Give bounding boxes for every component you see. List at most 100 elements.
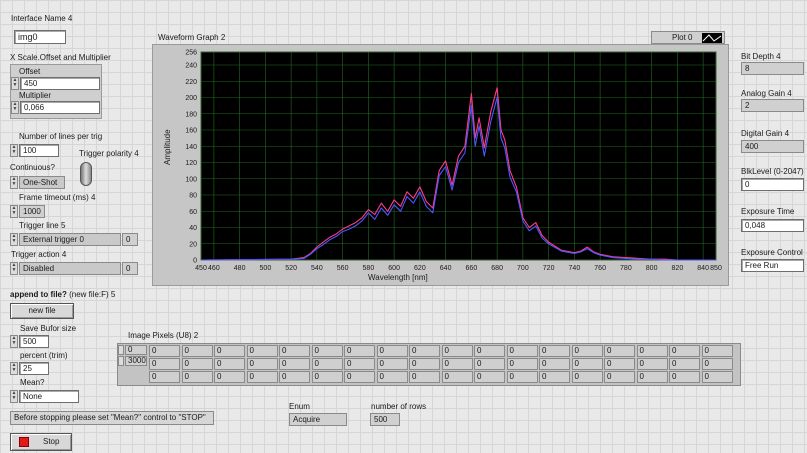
array-cell[interactable]: 0 xyxy=(571,345,603,357)
array-cell[interactable]: 0 xyxy=(669,345,700,357)
array-cell[interactable]: 0 xyxy=(246,371,278,383)
array-cell[interactable]: 0 xyxy=(311,358,343,370)
x-tick-label: 580 xyxy=(363,265,375,272)
array-cell[interactable]: 0 xyxy=(214,371,245,383)
array-cell[interactable]: 0 xyxy=(441,358,473,370)
multiplier-spinner[interactable]: ▲ ▼ xyxy=(11,101,19,114)
array-cell[interactable]: 0 xyxy=(376,345,408,357)
offset-input[interactable]: 450 xyxy=(20,77,100,90)
array-col-spinner[interactable] xyxy=(118,356,124,366)
waveform-graph: Waveform Graph 2 Plot 0 0 20 40 60 80 100 120 1… xyxy=(152,31,729,286)
multiplier-label: Multiplier xyxy=(19,91,52,100)
array-cell[interactable]: 0 xyxy=(181,371,213,383)
array-cell[interactable]: 0 xyxy=(246,345,278,357)
frame-timeout-input[interactable]: 1000 xyxy=(19,205,45,218)
frame-timeout-label: Frame timeout (ms) 4 xyxy=(19,193,96,202)
array-cell[interactable]: 0 xyxy=(571,371,603,383)
percent-spinner[interactable]: ▲ ▼ xyxy=(10,362,18,375)
array-row-index[interactable]: 0 xyxy=(125,345,147,355)
array-cell[interactable]: 0 xyxy=(344,345,375,357)
array-cell[interactable]: 0 xyxy=(149,371,180,383)
array-cell[interactable]: 0 xyxy=(376,371,408,383)
multiplier-input[interactable]: 0,066 xyxy=(20,101,100,114)
exposure-control-select[interactable]: Free Run xyxy=(741,259,804,272)
array-cell[interactable]: 0 xyxy=(539,358,570,370)
array-cell[interactable]: 0 xyxy=(409,371,440,383)
array-cell[interactable]: 0 xyxy=(246,358,278,370)
array-cell[interactable]: 0 xyxy=(701,345,733,357)
blk-level-input[interactable]: 0 xyxy=(741,178,804,191)
save-buffer-spinner[interactable]: ▲ ▼ xyxy=(10,335,18,348)
x-tick-label: 840 xyxy=(697,265,709,272)
array-cell[interactable]: 0 xyxy=(149,358,180,370)
array-cell[interactable]: 0 xyxy=(311,371,343,383)
array-cell[interactable]: 0 xyxy=(149,345,180,357)
array-col-index[interactable]: 3000 xyxy=(125,356,147,366)
array-cell[interactable]: 0 xyxy=(636,371,668,383)
array-cell[interactable]: 0 xyxy=(474,371,505,383)
array-cell[interactable]: 0 xyxy=(506,371,538,383)
new-file-button[interactable]: new file xyxy=(10,303,74,319)
array-cell[interactable]: 0 xyxy=(604,345,635,357)
frame-timeout-spinner[interactable]: ▲ ▼ xyxy=(10,205,18,218)
trigger-action-spinner[interactable]: ▲ ▼ xyxy=(10,262,18,275)
array-cell[interactable]: 0 xyxy=(214,358,245,370)
x-tick-label: 740 xyxy=(569,265,581,272)
array-cell[interactable]: 0 xyxy=(506,345,538,357)
array-cell[interactable]: 0 xyxy=(604,371,635,383)
continuous-select[interactable]: One-Shot xyxy=(19,176,65,189)
plot-legend[interactable]: Plot 0 xyxy=(651,31,725,44)
array-cell[interactable]: 0 xyxy=(701,358,733,370)
offset-spinner[interactable]: ▲ ▼ xyxy=(11,77,19,90)
array-cell[interactable]: 0 xyxy=(604,358,635,370)
array-row-spinner[interactable] xyxy=(118,345,124,355)
stop-icon xyxy=(19,437,29,447)
y-tick-label: 240 xyxy=(185,63,197,70)
percent-input[interactable]: 25 xyxy=(19,362,49,375)
exposure-time-input[interactable]: 0,048 xyxy=(741,219,804,232)
array-cell[interactable]: 0 xyxy=(669,371,700,383)
array-cell[interactable]: 0 xyxy=(441,345,473,357)
array-cell[interactable]: 0 xyxy=(409,345,440,357)
save-buffer-input[interactable]: 500 xyxy=(19,335,49,348)
array-cell[interactable]: 0 xyxy=(181,358,213,370)
mean-select[interactable]: None xyxy=(19,390,79,403)
stop-button[interactable]: Stop xyxy=(10,433,72,451)
continuous-spinner[interactable]: ▲ ▼ xyxy=(10,176,18,189)
y-tick-label: 160 xyxy=(185,128,197,135)
mean-spinner[interactable]: ▲ ▼ xyxy=(10,390,18,403)
lines-per-trig-spinner[interactable]: ▲ ▼ xyxy=(10,144,18,157)
array-cell[interactable]: 0 xyxy=(344,371,375,383)
array-cell[interactable]: 0 xyxy=(636,358,668,370)
append-label: append to file? (new file:F) 5 xyxy=(10,290,116,299)
interface-name-input[interactable]: img0 xyxy=(14,30,66,44)
image-pixels-label: Image Pixels (U8) 2 xyxy=(128,331,199,340)
x-tick-label: 460 xyxy=(208,265,220,272)
array-cell[interactable]: 0 xyxy=(279,371,310,383)
trigger-polarity-toggle[interactable] xyxy=(80,162,92,186)
array-cell[interactable]: 0 xyxy=(344,358,375,370)
trigger-line-select[interactable]: External trigger 0 xyxy=(19,233,121,246)
array-cell[interactable]: 0 xyxy=(571,358,603,370)
array-cell[interactable]: 0 xyxy=(181,345,213,357)
array-cell[interactable]: 0 xyxy=(376,358,408,370)
array-cell[interactable]: 0 xyxy=(539,371,570,383)
array-cell[interactable]: 0 xyxy=(539,345,570,357)
trigger-action-index: 0 xyxy=(122,262,138,275)
array-cell[interactable]: 0 xyxy=(279,345,310,357)
array-cell[interactable]: 0 xyxy=(279,358,310,370)
array-cell[interactable]: 0 xyxy=(474,345,505,357)
array-cell[interactable]: 0 xyxy=(636,345,668,357)
array-cell[interactable]: 0 xyxy=(409,358,440,370)
lines-per-trig-input[interactable]: 100 xyxy=(19,144,59,157)
array-cell[interactable]: 0 xyxy=(441,371,473,383)
trigger-action-select[interactable]: Disabled xyxy=(19,262,121,275)
trigger-line-spinner[interactable]: ▲ ▼ xyxy=(10,233,18,246)
array-cell[interactable]: 0 xyxy=(506,358,538,370)
array-cell[interactable]: 0 xyxy=(474,358,505,370)
array-cell[interactable]: 0 xyxy=(311,345,343,357)
x-tick-label: 780 xyxy=(620,265,632,272)
array-cell[interactable]: 0 xyxy=(701,371,733,383)
array-cell[interactable]: 0 xyxy=(214,345,245,357)
array-cell[interactable]: 0 xyxy=(669,358,700,370)
